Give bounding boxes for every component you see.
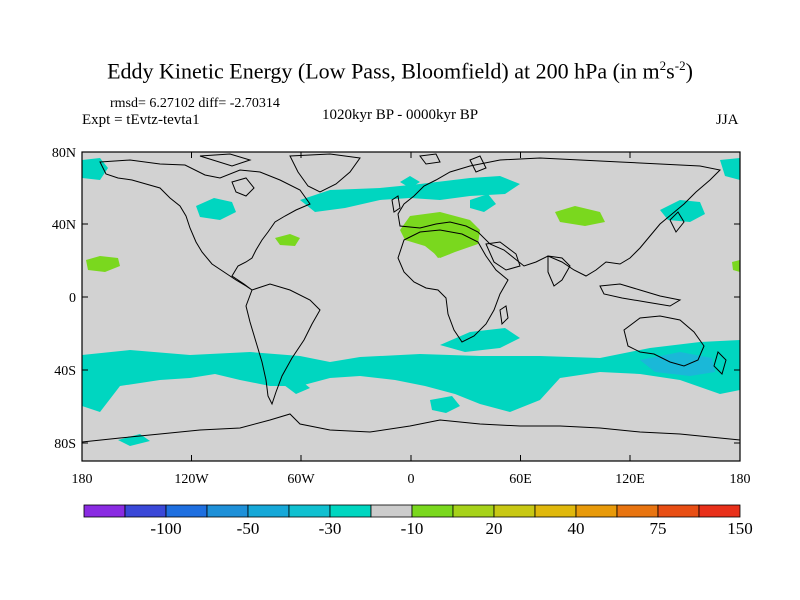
lon-tick-label: 120W [174, 472, 209, 487]
season-label: JJA [716, 112, 739, 128]
longitude-axis: 180 120W 60W 0 60E 120E 180 [72, 152, 751, 487]
colorbar-swatch [575, 504, 618, 518]
colorbar-swatch [329, 504, 372, 518]
southern-ocean-region [82, 340, 740, 412]
britain-coast [391, 195, 401, 213]
greenland-coast [289, 153, 361, 193]
arctic-pacific-region [82, 158, 108, 180]
colorbar-swatch [411, 504, 454, 518]
lat-tick-label: 40N [52, 218, 76, 233]
lat-tick-label: 80N [52, 146, 76, 161]
colorbar-label: -10 [400, 519, 424, 538]
south-america-region [284, 380, 310, 394]
asia-region [470, 194, 496, 212]
colorbar-swatch [493, 504, 536, 518]
australia-coast [623, 315, 705, 367]
lon-tick-label: 120E [615, 472, 645, 487]
positive-anomaly-regions [86, 206, 740, 272]
south-pacific-region [430, 396, 460, 413]
colorbar-swatch [288, 504, 331, 518]
arabia-coast [485, 241, 521, 271]
lon-tick-label: 60E [509, 472, 532, 487]
africa-region [430, 244, 450, 258]
period-label: 1020kyr BP - 0000kyr BP [322, 107, 479, 123]
colorbar [83, 504, 741, 518]
hudson-bay-coast [231, 177, 255, 197]
lon-tick-label: 180 [730, 472, 751, 487]
new-zealand-coast [713, 351, 727, 375]
arctic-pacific-region-east [720, 158, 740, 180]
colorbar-swatch [247, 504, 290, 518]
north-atlantic-region [300, 176, 520, 212]
title-sup-1: 2 [659, 58, 667, 73]
colorbar-swatch [616, 504, 659, 518]
title-close: ) [685, 58, 693, 84]
north-america-coast [99, 159, 311, 291]
lon-tick-label: 0 [408, 472, 415, 487]
south-america-coast [245, 283, 321, 406]
colorbar-swatch [206, 504, 249, 518]
eurasia-coast [397, 157, 722, 277]
title-sup-2: -2 [674, 58, 686, 73]
south-atlantic-africa-region [440, 328, 520, 352]
colorbar-label: -100 [150, 519, 182, 538]
colorbar-swatch [452, 504, 495, 518]
lat-tick-label: 40S [54, 364, 76, 379]
map-background [82, 152, 740, 461]
stats-text: rmsd= 6.27102 diff= -2.70314 [110, 96, 280, 111]
arctic-islands-coast [199, 153, 252, 167]
central-asia-region [555, 206, 605, 226]
colorbar-label: 75 [649, 519, 667, 538]
colorbar-swatch [534, 504, 577, 518]
africa-coast [397, 229, 509, 343]
nw-pacific-region [660, 200, 705, 222]
central-pacific-region [86, 256, 120, 272]
novaya-zemlya-coast [469, 155, 487, 173]
title-text: Eddy Kinetic Energy (Low Pass, Bloomfiel… [107, 58, 660, 84]
lat-tick-label: 80S [54, 437, 76, 452]
negative-anomaly-regions [82, 158, 740, 446]
atlantic-region [275, 234, 300, 246]
colorbar-swatch [83, 504, 126, 518]
east-pacific-edge-region [732, 260, 740, 272]
arctic-siberia-region [400, 176, 420, 188]
north-pacific-region [196, 198, 236, 220]
antarctic-coast-region [118, 434, 150, 446]
title-s: s [666, 58, 675, 84]
mediterranean-region [400, 212, 480, 258]
colorbar-swatch [124, 504, 167, 518]
india-coast [547, 255, 571, 287]
colorbar-swatch [370, 504, 413, 518]
madagascar-coast [499, 305, 509, 326]
colorbar-swatch [698, 504, 741, 518]
colorbar-label: 150 [727, 519, 753, 538]
colorbar-swatch [657, 504, 700, 518]
antarctica-coast [82, 413, 740, 443]
lat-tick-label: 0 [69, 291, 76, 306]
colorbar-label: 40 [567, 519, 585, 538]
figure-title: Eddy Kinetic Energy (Low Pass, Bloomfiel… [0, 58, 800, 84]
coastlines [82, 153, 740, 443]
colorbar-label: 20 [485, 519, 503, 538]
colorbar-label: -50 [236, 519, 260, 538]
japan-coast [669, 211, 685, 233]
svalbard-coast [419, 153, 441, 165]
experiment-label: Expt = tEvtz-tevta1 [82, 112, 200, 128]
colorbar-label: -30 [318, 519, 342, 538]
latitude-axis: 80N 40N 0 40S 80S [52, 146, 740, 452]
colorbar-swatch [165, 504, 208, 518]
se-asia-islands-coast [599, 283, 682, 307]
lon-tick-label: 180 [72, 472, 93, 487]
lon-tick-label: 60W [287, 472, 315, 487]
